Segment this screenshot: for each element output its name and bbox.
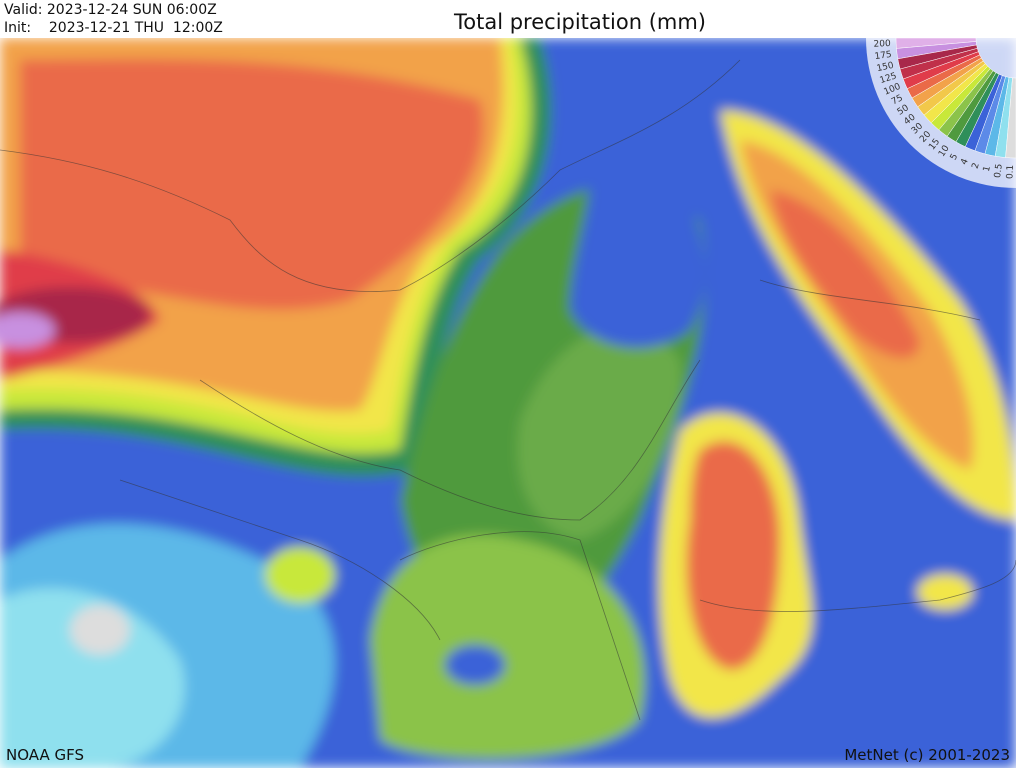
borders	[0, 59, 1016, 721]
credit: MetNet (c) 2001-2023	[844, 746, 1010, 764]
legend-label: 2	[971, 162, 982, 170]
legend-label: 1	[982, 165, 993, 173]
legend-label: 175	[874, 50, 892, 62]
map-title: Total precipitation (mm)	[453, 10, 706, 34]
legend-label: 200	[873, 39, 891, 50]
init-time: Init: 2023-12-21 THU 12:00Z	[4, 20, 223, 36]
legend-label: 5	[949, 152, 961, 162]
legend-label: 125	[879, 71, 898, 86]
legend-label: 0.1	[1005, 165, 1016, 180]
legend-swatch	[1005, 77, 1016, 159]
legend-label: 0.5	[993, 163, 1005, 179]
valid-time: Valid: 2023-12-24 SUN 06:00Z	[4, 2, 217, 18]
precip-field	[0, 38, 1016, 768]
source: NOAA GFS	[6, 746, 84, 764]
legend-label: 4	[959, 157, 971, 166]
header-bar	[0, 0, 1016, 38]
legend-label: 150	[876, 61, 895, 75]
legend-label: 75	[890, 93, 905, 107]
